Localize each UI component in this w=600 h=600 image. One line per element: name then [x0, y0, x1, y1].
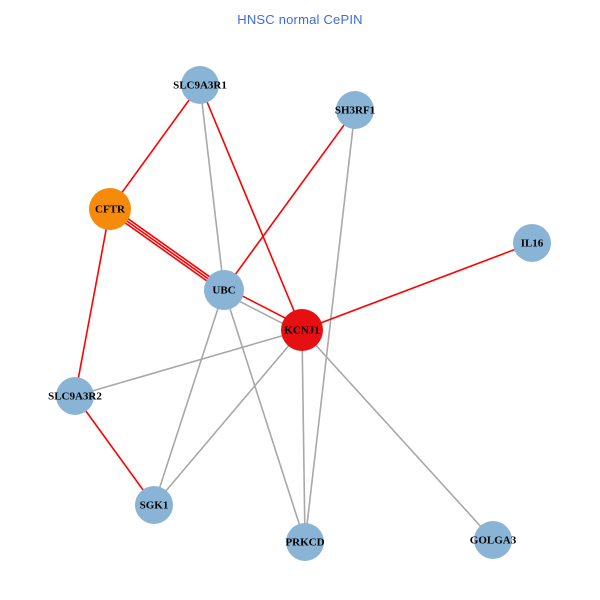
edge-sh3rf1-prkcd — [304, 109, 356, 543]
edge-kcnj1-prkcd — [301, 329, 306, 543]
edge-slc9a3r1-kcnj1 — [199, 84, 303, 331]
node-layer: SLC9A3R1 SH3RF1 CFTR IL16 UBC KCNJ1 SLC9A3R2 SG… — [48, 66, 551, 561]
edge-cftr-ubc — [108, 210, 224, 293]
node-sgk1[interactable]: SGK1 — [135, 486, 173, 524]
node-circle-cftr[interactable] — [89, 188, 131, 230]
node-kcnj1[interactable]: KCNJ1 — [281, 309, 323, 351]
edge-kcnj1-slc9a3r2 — [74, 329, 303, 397]
edge-ubc-prkcd — [223, 289, 306, 543]
node-circle-golga3[interactable] — [474, 521, 512, 559]
node-prkcd[interactable]: PRKCD — [285, 523, 325, 561]
edge-ubc-sgk1 — [153, 289, 225, 506]
page-title: HNSC normal CePIN — [237, 12, 363, 27]
edge-sh3rf1-ubc — [223, 109, 356, 291]
node-ubc[interactable]: UBC — [204, 270, 244, 310]
edge-kcnj1-il16 — [301, 242, 533, 331]
node-circle-slc9a3r2[interactable] — [56, 377, 94, 415]
node-circle-kcnj1[interactable] — [281, 309, 323, 351]
edge-slc9a3r2-sgk1 — [74, 395, 155, 506]
node-label-slc9a3r2: SLC9A3R2 — [48, 391, 102, 403]
node-label-sh3rf1: SH3RF1 — [335, 105, 375, 117]
node-label-prkcd: PRKCD — [285, 537, 324, 549]
node-circle-sh3rf1[interactable] — [336, 91, 374, 129]
node-circle-sgk1[interactable] — [135, 486, 173, 524]
node-il16[interactable]: IL16 — [513, 224, 551, 262]
edge-cftr-slc9a3r2 — [74, 208, 111, 397]
node-label-slc9a3r1: SLC9A3R1 — [173, 80, 227, 92]
node-circle-slc9a3r1[interactable] — [181, 66, 219, 104]
node-circle-il16[interactable] — [513, 224, 551, 262]
edge-cftr-ubc — [110, 206, 226, 289]
node-label-kcnj1: KCNJ1 — [284, 325, 319, 337]
edge-kcnj1-golga3 — [301, 329, 494, 541]
node-sh3rf1[interactable]: SH3RF1 — [335, 91, 375, 129]
node-circle-ubc[interactable] — [204, 270, 244, 310]
node-label-il16: IL16 — [521, 238, 544, 250]
node-label-sgk1: SGK1 — [140, 500, 169, 512]
node-label-golga3: GOLGA3 — [470, 535, 517, 547]
node-cftr[interactable]: CFTR — [89, 188, 131, 230]
edge-cftr-ubc — [109, 208, 225, 291]
node-label-cftr: CFTR — [95, 204, 126, 216]
node-golga3[interactable]: GOLGA3 — [470, 521, 517, 559]
node-circle-prkcd[interactable] — [286, 523, 324, 561]
node-slc9a3r2[interactable]: SLC9A3R2 — [48, 377, 102, 415]
node-label-ubc: UBC — [212, 285, 235, 297]
edge-slc9a3r1-ubc — [199, 84, 225, 291]
edge-kcnj1-sgk1 — [153, 329, 303, 506]
edge-cftr-slc9a3r1 — [109, 84, 201, 210]
node-slc9a3r1[interactable]: SLC9A3R1 — [173, 66, 227, 104]
